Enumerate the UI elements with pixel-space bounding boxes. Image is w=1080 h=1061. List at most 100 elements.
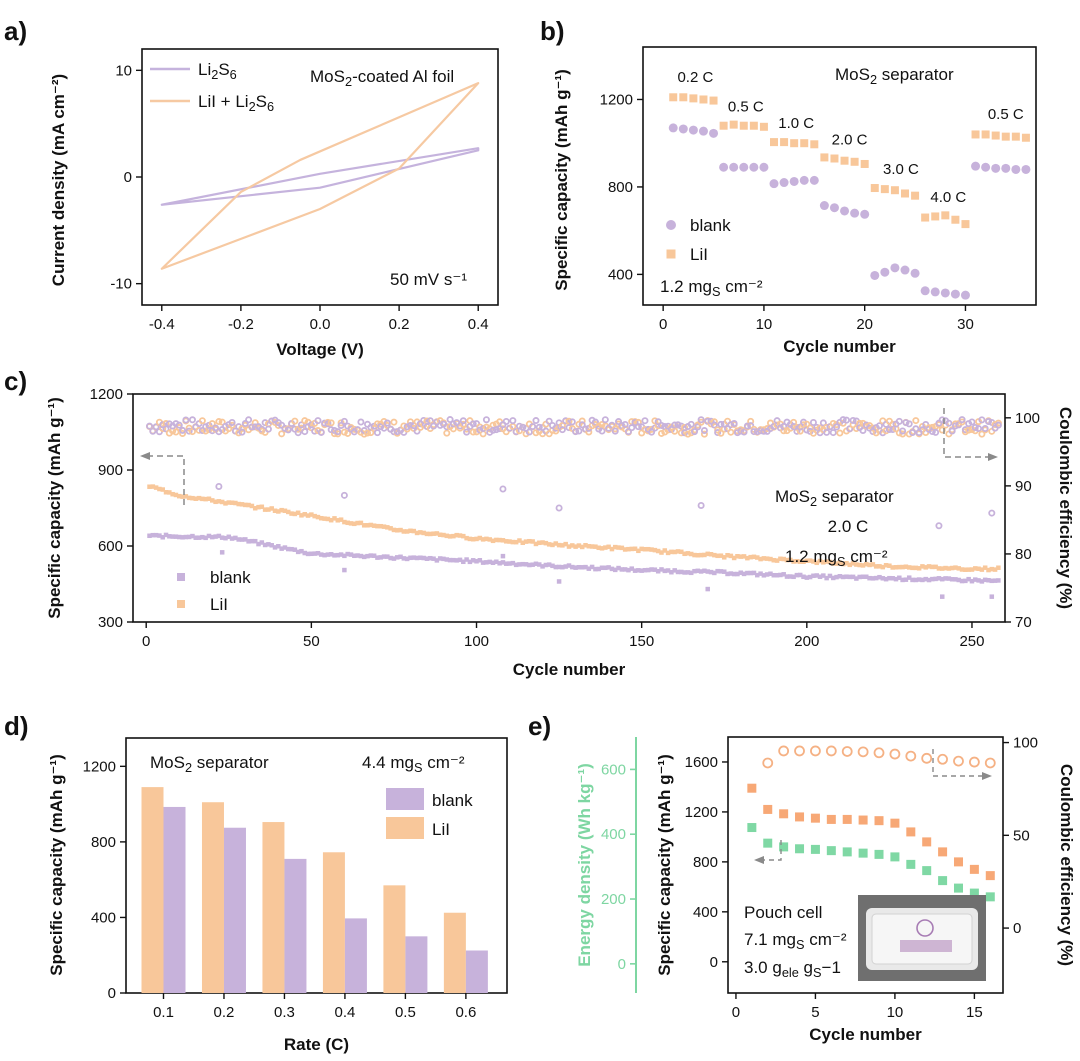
capacity-point-lii xyxy=(527,538,532,544)
capacity-point-lii xyxy=(943,565,948,571)
capacity-point-lii xyxy=(758,556,763,562)
legend-entry-b: blank xyxy=(690,216,731,235)
subscript: S xyxy=(712,284,721,299)
capacity-point-lii xyxy=(804,558,810,563)
capacity-point-lii xyxy=(652,547,658,553)
ce-point xyxy=(873,747,885,759)
capacity-point-lii xyxy=(629,546,635,552)
ce-point-lii xyxy=(958,418,966,426)
text-part: S xyxy=(256,92,267,111)
pouch-cell-inscription xyxy=(900,940,952,952)
capacity-point-lii xyxy=(494,537,499,543)
capacity-point-lii xyxy=(500,538,506,543)
ce-point-lii xyxy=(928,423,936,431)
loading-b: 1.2 mgS cm⁻² xyxy=(660,277,763,299)
ce-point-lii xyxy=(657,429,665,437)
ce-point xyxy=(778,745,790,757)
capacity-point-blank xyxy=(378,555,383,560)
capacity-point xyxy=(890,818,900,828)
capacity-point-lii xyxy=(276,509,281,514)
ce-point-blank xyxy=(284,426,292,434)
capacity-point-lii xyxy=(883,562,889,568)
capacity-point-blank xyxy=(834,574,839,580)
ce-point-blank xyxy=(793,427,801,435)
y-tick-label-d: 1200 xyxy=(83,758,116,775)
capacity-point-lii xyxy=(457,533,463,538)
ce-point-blank xyxy=(446,416,454,424)
ce-point-blank xyxy=(813,423,821,431)
x-tick-label-b: 30 xyxy=(957,316,974,333)
capacity-point-blank xyxy=(646,567,651,573)
capacity-point-lii xyxy=(570,543,575,548)
capacity-point-blank xyxy=(147,533,152,539)
capacity-point-lii xyxy=(507,539,512,544)
energy-point xyxy=(795,844,805,854)
capacity-point-blank xyxy=(563,564,568,569)
capacity-point-blank xyxy=(685,570,691,575)
capacity-point-blank xyxy=(953,577,958,582)
capacity-point-blank xyxy=(305,551,311,557)
capacity-point-blank xyxy=(342,553,347,559)
capacity-point-lii xyxy=(461,533,466,539)
capacity-point-lii xyxy=(295,510,301,516)
capacity-point-blank xyxy=(153,532,159,538)
capacity-point-lii xyxy=(824,559,829,564)
capacity-point-blank xyxy=(431,556,436,561)
y2-tick-label-c: 70 xyxy=(1015,614,1032,631)
text-part: MoS xyxy=(310,67,345,86)
ce-point-blank xyxy=(859,426,867,434)
bar-lii xyxy=(383,885,406,993)
capacity-point-lii xyxy=(566,544,572,549)
rate-label: 3.0 C xyxy=(883,161,919,178)
capacity-point-blank xyxy=(223,535,228,541)
legend-entry-a: LiI + Li2S6 xyxy=(198,92,274,114)
capacity-point-lii xyxy=(811,559,816,564)
ce-point-blank xyxy=(671,421,679,429)
ce-point-blank xyxy=(515,422,523,430)
capacity-point-blank xyxy=(784,574,790,579)
panel-label-c: c) xyxy=(4,366,27,396)
capacity-point-lii xyxy=(579,544,585,550)
subscript: S xyxy=(796,937,805,952)
capacity-point-lii xyxy=(807,558,813,563)
capacity-point-blank xyxy=(325,552,331,557)
capacity-point-blank xyxy=(741,571,747,577)
x-axis-label-b: Cycle number xyxy=(783,337,896,356)
ce-point-lii xyxy=(208,420,216,428)
capacity-point-lii xyxy=(612,544,618,550)
capacity-point-blank xyxy=(606,565,611,570)
panel-label-a: a) xyxy=(4,16,27,46)
y-axis-label-e: Specific capacity (mAh g⁻¹) xyxy=(655,754,674,976)
pouch-cell-logo xyxy=(916,919,934,937)
capacity-point-lii xyxy=(553,541,559,546)
ce-point-blank xyxy=(945,419,953,427)
capacity-point-blank xyxy=(358,553,364,559)
ce-point-blank xyxy=(314,417,322,425)
capacity-point-blank xyxy=(226,534,232,540)
bar-blank xyxy=(344,918,367,993)
ce-point-blank xyxy=(188,416,196,424)
ce-point-blank xyxy=(932,428,940,436)
capacity-outlier xyxy=(500,553,506,559)
capacity-point-lii xyxy=(616,545,621,550)
y-tick-label-d: 0 xyxy=(108,985,116,1002)
ce-point-blank xyxy=(238,428,246,436)
lii-point xyxy=(699,95,708,104)
capacity-point-lii xyxy=(606,544,611,550)
capacity-point-lii xyxy=(764,556,770,561)
capacity-point-lii xyxy=(183,494,189,499)
capacity-point-lii xyxy=(299,513,304,518)
annotation-c: MoS2 separator xyxy=(775,487,894,509)
capacity-point-blank xyxy=(982,577,988,583)
ce-point-lii xyxy=(469,428,477,436)
x-tick-label-d: 0.5 xyxy=(395,1004,416,1021)
capacity-point-blank xyxy=(503,561,509,566)
capacity-point-lii xyxy=(470,536,476,542)
capacity-point-lii xyxy=(857,562,862,568)
ce-point-blank xyxy=(889,426,897,434)
capacity-point-blank xyxy=(190,533,195,539)
lii-point xyxy=(860,159,869,168)
capacity-point-lii xyxy=(768,556,773,562)
capacity-point-blank xyxy=(883,576,889,582)
